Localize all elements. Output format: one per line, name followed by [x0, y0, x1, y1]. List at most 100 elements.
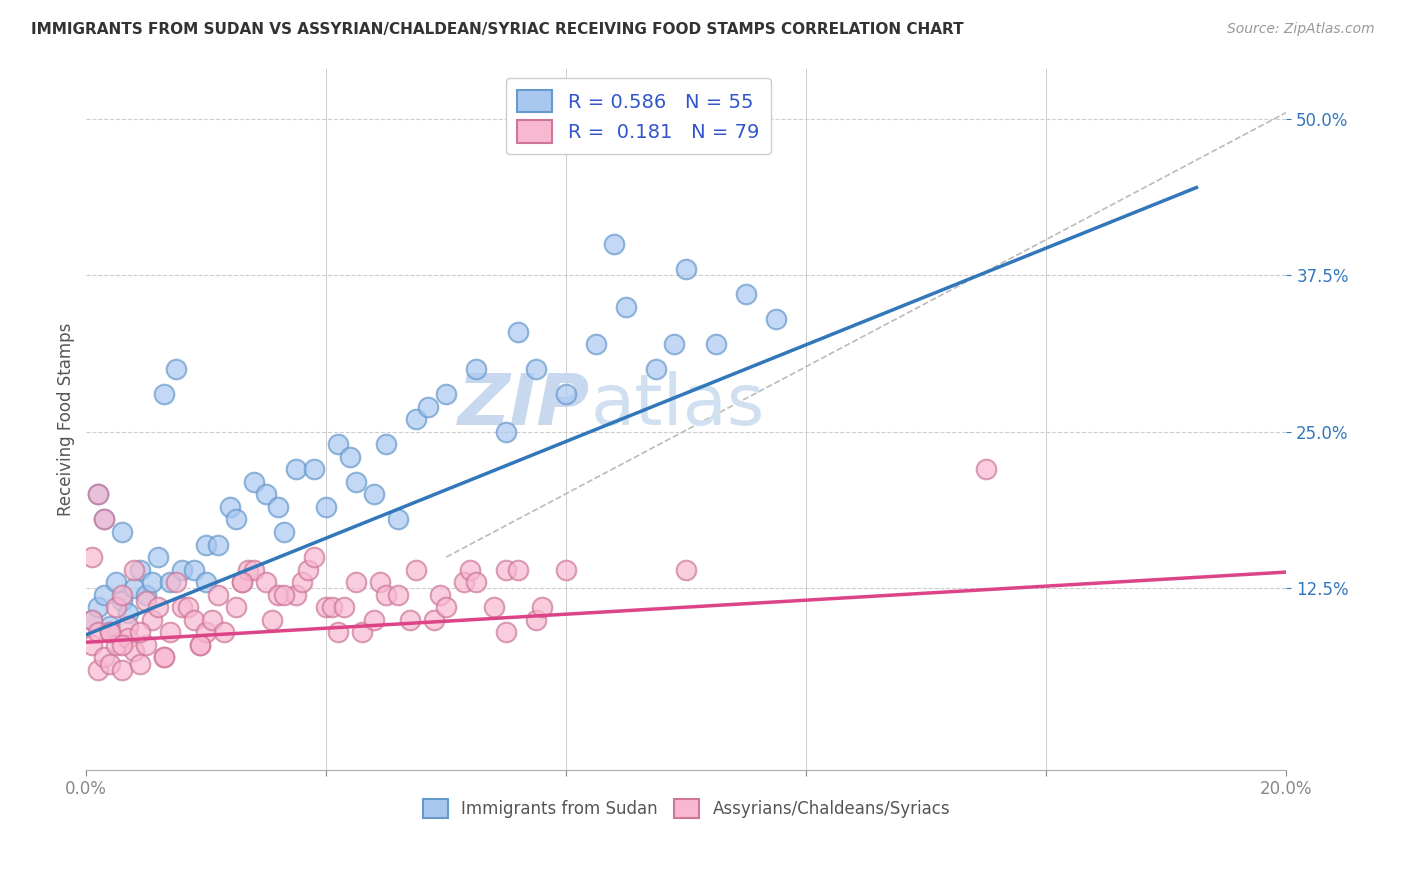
Point — [344, 575, 367, 590]
Point — [262, 613, 284, 627]
Point — [254, 487, 277, 501]
Point — [165, 362, 187, 376]
Point — [117, 632, 139, 646]
Point — [375, 588, 398, 602]
Legend: Immigrants from Sudan, Assyrians/Chaldeans/Syriacs: Immigrants from Sudan, Assyrians/Chaldea… — [416, 793, 957, 825]
Point — [339, 450, 361, 464]
Point — [93, 650, 115, 665]
Point — [363, 613, 385, 627]
Point — [328, 625, 350, 640]
Point — [243, 475, 266, 489]
Point — [304, 549, 326, 564]
Point — [135, 638, 157, 652]
Y-axis label: Receiving Food Stamps: Receiving Food Stamps — [58, 323, 75, 516]
Point — [735, 287, 758, 301]
Point — [460, 563, 482, 577]
Point — [495, 563, 517, 577]
Point — [363, 487, 385, 501]
Point — [214, 625, 236, 640]
Point — [93, 512, 115, 526]
Point — [159, 625, 181, 640]
Point — [93, 588, 115, 602]
Point — [153, 387, 176, 401]
Point — [254, 575, 277, 590]
Point — [135, 594, 157, 608]
Point — [93, 512, 115, 526]
Point — [148, 549, 170, 564]
Point — [434, 600, 457, 615]
Point — [352, 625, 374, 640]
Point — [98, 657, 121, 671]
Point — [111, 588, 134, 602]
Point — [429, 588, 451, 602]
Point — [87, 663, 110, 677]
Point — [706, 337, 728, 351]
Point — [207, 537, 229, 551]
Point — [387, 588, 409, 602]
Point — [465, 575, 488, 590]
Point — [297, 563, 319, 577]
Point — [645, 362, 668, 376]
Point — [82, 549, 104, 564]
Point — [484, 600, 506, 615]
Point — [291, 575, 314, 590]
Point — [273, 588, 295, 602]
Point — [508, 325, 530, 339]
Point — [117, 619, 139, 633]
Point — [315, 600, 337, 615]
Point — [105, 575, 128, 590]
Point — [219, 500, 242, 514]
Point — [267, 500, 290, 514]
Point — [98, 625, 121, 640]
Point — [124, 644, 146, 658]
Point — [585, 337, 607, 351]
Point — [315, 500, 337, 514]
Point — [183, 563, 205, 577]
Point — [231, 575, 253, 590]
Point — [508, 563, 530, 577]
Point — [105, 638, 128, 652]
Point — [111, 663, 134, 677]
Point — [495, 425, 517, 439]
Point — [129, 563, 152, 577]
Point — [188, 638, 211, 652]
Point — [344, 475, 367, 489]
Point — [183, 613, 205, 627]
Point — [333, 600, 356, 615]
Point — [141, 613, 163, 627]
Point — [124, 582, 146, 596]
Point — [82, 613, 104, 627]
Point — [976, 462, 998, 476]
Point — [195, 575, 218, 590]
Point — [87, 487, 110, 501]
Point — [98, 619, 121, 633]
Point — [664, 337, 686, 351]
Point — [267, 588, 290, 602]
Point — [675, 563, 697, 577]
Point — [117, 607, 139, 621]
Point — [124, 563, 146, 577]
Point — [159, 575, 181, 590]
Point — [675, 262, 697, 277]
Point — [405, 563, 427, 577]
Point — [201, 613, 224, 627]
Point — [82, 638, 104, 652]
Point — [765, 312, 787, 326]
Point — [524, 362, 547, 376]
Point — [153, 650, 176, 665]
Text: IMMIGRANTS FROM SUDAN VS ASSYRIAN/CHALDEAN/SYRIAC RECEIVING FOOD STAMPS CORRELAT: IMMIGRANTS FROM SUDAN VS ASSYRIAN/CHALDE… — [31, 22, 963, 37]
Point — [434, 387, 457, 401]
Point — [98, 625, 121, 640]
Point — [418, 400, 440, 414]
Point — [188, 638, 211, 652]
Point — [370, 575, 392, 590]
Point — [105, 600, 128, 615]
Point — [141, 575, 163, 590]
Point — [375, 437, 398, 451]
Point — [111, 638, 134, 652]
Point — [614, 300, 637, 314]
Text: Source: ZipAtlas.com: Source: ZipAtlas.com — [1227, 22, 1375, 37]
Point — [531, 600, 554, 615]
Point — [87, 487, 110, 501]
Point — [225, 600, 247, 615]
